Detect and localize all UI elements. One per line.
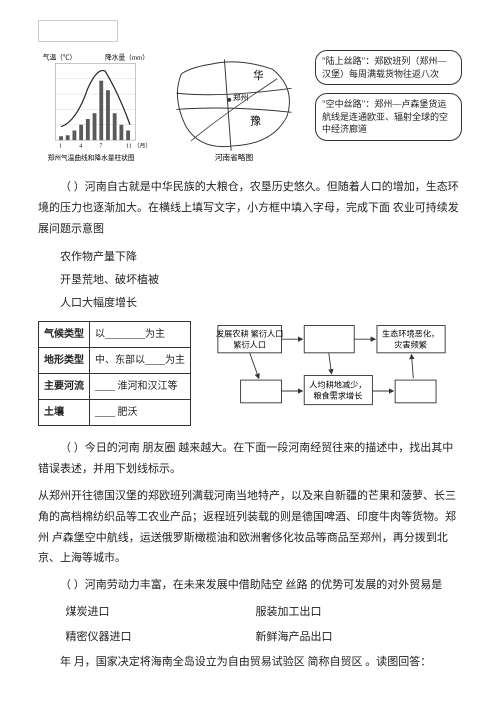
question-2-text: （ ）今日的河南 朋友圈 越来越大。在下面一段河南经贸往来的描述中，找出其中错误… (38, 438, 462, 480)
opt-a: 煤炭进口 (66, 602, 256, 623)
question-1-items: 农作物产量下降 开垦荒地、破坏植被 人口大幅度增长 (38, 246, 462, 315)
svg-text:灾害频繁: 灾害频繁 (394, 339, 427, 349)
diagram-row: 气候类型 以________为主 地形类型 中、东部以____为主 主要河流 _… (38, 321, 462, 426)
svg-text:人均耕地减少，: 人均耕地减少， (309, 379, 366, 389)
chart-caption: 郑州气温曲线和降水量柱状图 (48, 153, 135, 162)
question-2-desc: 从郑州开往德国汉堡的郑欧班列满载河南当地特产，以及来自新疆的芒果和菠萝、长三角的… (38, 486, 462, 570)
svg-text:7: 7 (99, 144, 102, 150)
tbl-h-soil: 土壤 (39, 399, 90, 425)
svg-text:郑州: 郑州 (233, 92, 248, 102)
q1-item-a: 农作物产量下降 (60, 246, 462, 269)
flow-diagram: 发展农耕 繁衍人口 繁衍人口 生态环境恶化， 灾害频繁 人均耕地减少， 粮食需求… (201, 321, 462, 421)
attribute-table: 气候类型 以________为主 地形类型 中、东部以____为主 主要河流 _… (38, 321, 191, 426)
svg-text:（月）: （月） (134, 143, 151, 150)
tbl-h-climate: 气候类型 (39, 321, 90, 347)
map-caption: 河南省略图 (215, 152, 254, 162)
q1-item-c: 人口大幅度增长 (60, 292, 462, 315)
svg-text:发展农耕 繁衍人口: 发展农耕 繁衍人口 (216, 328, 283, 338)
tbl-h-terrain: 地形类型 (39, 347, 90, 373)
info-box-air: "空中丝路"：郑州—卢森堡货运航线是连通欧亚、辐射全球的空中经济廊道 (315, 93, 462, 141)
svg-text:4: 4 (79, 144, 82, 150)
header-blank-box (38, 20, 118, 42)
svg-text:11: 11 (126, 144, 132, 150)
svg-text:华: 华 (253, 69, 264, 82)
svg-text:繁衍人口: 繁衍人口 (233, 339, 266, 349)
question-4-text: 年 月，国家决定将海南全岛设立为自由贸易试验区 简称自贸区 。读图回答： (38, 652, 462, 673)
svg-text:1: 1 (59, 144, 62, 150)
svg-text:粮食需求增长: 粮食需求增长 (313, 390, 362, 400)
figure-row: 气温（℃） 降水量（mm） (38, 50, 462, 165)
question-1-text: （ ）河南自古就是中华民族的大粮仓，农垦历史悠久。但随着人口的增加，生态环境的压… (38, 177, 462, 240)
q1-item-b: 开垦荒地、破坏植被 (60, 269, 462, 292)
opt-b: 服装加工出口 (256, 602, 322, 623)
precip-bars (59, 81, 130, 140)
option-row-1: 煤炭进口 服装加工出口 (38, 602, 462, 623)
tbl-h-river: 主要河流 (39, 373, 90, 399)
opt-c: 精密仪器进口 (66, 627, 256, 648)
question-3-text: （ ）河南劳动力丰富，在未来发展中借助陆空 丝路 的优势可发展的对外贸易是 (38, 575, 462, 596)
svg-text:生态环境恶化，: 生态环境恶化， (382, 328, 439, 338)
option-row-2: 精密仪器进口 新鲜海产品出口 (38, 627, 462, 648)
info-box-land: "陆上丝路"：郑欧班列（郑州—汉堡）每周满载货物往返八次 (315, 50, 462, 85)
info-column: "陆上丝路"：郑欧班列（郑州—汉堡）每周满载货物往返八次 "空中丝路"：郑州—卢… (315, 50, 462, 141)
opt-d: 新鲜海产品出口 (256, 627, 333, 648)
climate-chart: 气温（℃） 降水量（mm） (38, 50, 153, 165)
chart-y1-label: 气温（℃） (43, 53, 76, 62)
henan-map: 郑州 华 豫 河南省略图 (159, 50, 309, 165)
svg-text:豫: 豫 (250, 115, 261, 128)
chart-y2-label: 降水量（mm） (105, 53, 149, 62)
